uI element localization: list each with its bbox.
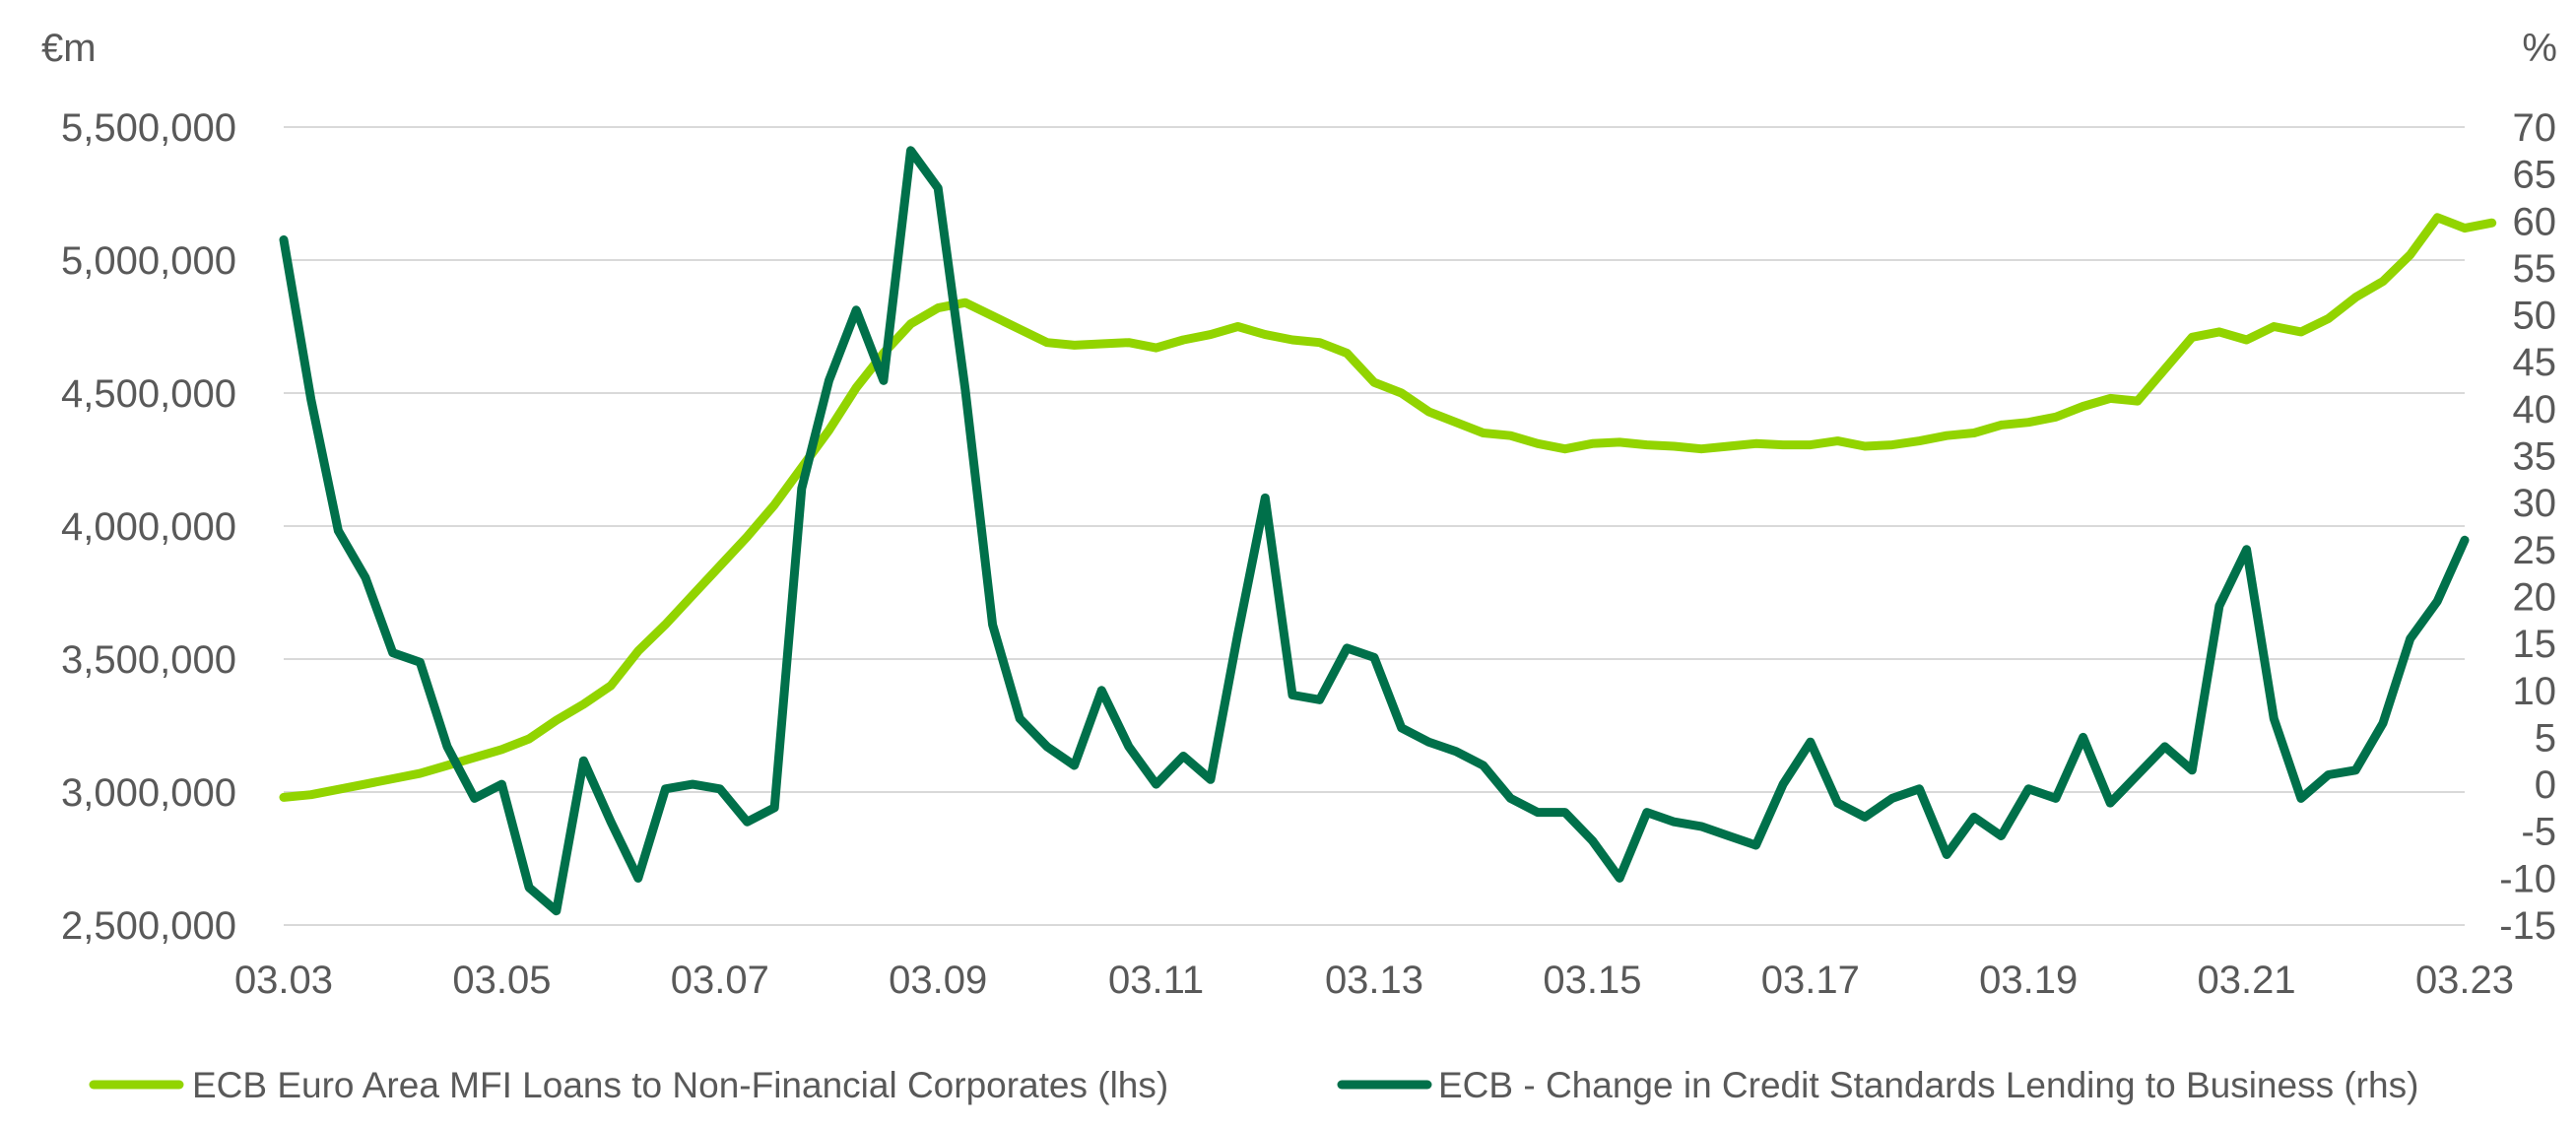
series-lines xyxy=(279,146,2497,916)
left-tick-label: 3,500,000 xyxy=(61,638,236,682)
right-tick-label: 20 xyxy=(2513,575,2557,619)
series-line-loans xyxy=(279,213,2497,802)
left-tick-label: 4,000,000 xyxy=(61,505,236,549)
right-tick-label: 0 xyxy=(2535,763,2556,807)
left-tick-label: 4,500,000 xyxy=(61,372,236,416)
right-tick-label: 55 xyxy=(2513,247,2557,291)
x-tick-label: 03.03 xyxy=(234,959,333,1002)
legend: ECB Euro Area MFI Loans to Non-Financial… xyxy=(89,1065,2418,1105)
right-tick-label: 5 xyxy=(2535,716,2556,760)
x-tick-label: 03.17 xyxy=(1761,959,1860,1002)
left-tick-label: 5,000,000 xyxy=(61,239,236,283)
x-tick-label: 03.13 xyxy=(1325,959,1423,1002)
legend-label-loans: ECB Euro Area MFI Loans to Non-Financial… xyxy=(192,1065,1168,1105)
series-line-credit-standards xyxy=(279,146,2470,916)
x-tick-label: 03.09 xyxy=(889,959,987,1002)
right-tick-label: -15 xyxy=(2499,904,2556,948)
right-tick-label: 65 xyxy=(2513,154,2557,197)
left-axis-ticks: 2,500,000 3,000,000 3,500,000 4,000,000 4,50… xyxy=(61,106,236,948)
left-axis-unit-label: €m xyxy=(41,27,97,70)
right-tick-label: 45 xyxy=(2513,341,2557,384)
right-axis-unit-label: % xyxy=(2522,27,2557,70)
right-tick-label: 30 xyxy=(2513,482,2557,525)
x-tick-label: 03.15 xyxy=(1543,959,1641,1002)
left-tick-label: 2,500,000 xyxy=(61,904,236,948)
right-tick-label: 70 xyxy=(2513,106,2557,150)
x-tick-label: 03.23 xyxy=(2415,959,2514,1002)
right-tick-label: 25 xyxy=(2513,529,2557,572)
gridlines xyxy=(284,126,2465,926)
legend-label-credit-standards: ECB - Change in Credit Standards Lending… xyxy=(1438,1065,2418,1105)
right-tick-label: 40 xyxy=(2513,388,2557,431)
right-tick-label: 50 xyxy=(2513,295,2557,338)
right-tick-label: 15 xyxy=(2513,623,2557,666)
right-tick-label: 60 xyxy=(2513,200,2557,243)
right-tick-label: 35 xyxy=(2513,435,2557,479)
right-tick-label: 10 xyxy=(2513,670,2557,713)
left-tick-label: 3,000,000 xyxy=(61,771,236,815)
x-axis-ticks: 03.03 03.05 03.07 03.09 03.11 03.13 03.15 03.17… xyxy=(234,959,2514,1002)
left-tick-label: 5,500,000 xyxy=(61,106,236,150)
x-tick-label: 03.21 xyxy=(2198,959,2296,1002)
right-tick-label: -10 xyxy=(2499,857,2556,900)
right-tick-label: -5 xyxy=(2521,811,2556,854)
x-tick-label: 03.07 xyxy=(671,959,769,1002)
x-tick-label: 03.19 xyxy=(1979,959,2078,1002)
x-tick-label: 03.11 xyxy=(1108,959,1204,1002)
x-tick-label: 03.05 xyxy=(452,959,551,1002)
